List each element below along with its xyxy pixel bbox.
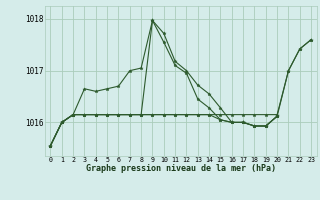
X-axis label: Graphe pression niveau de la mer (hPa): Graphe pression niveau de la mer (hPa) xyxy=(86,164,276,173)
